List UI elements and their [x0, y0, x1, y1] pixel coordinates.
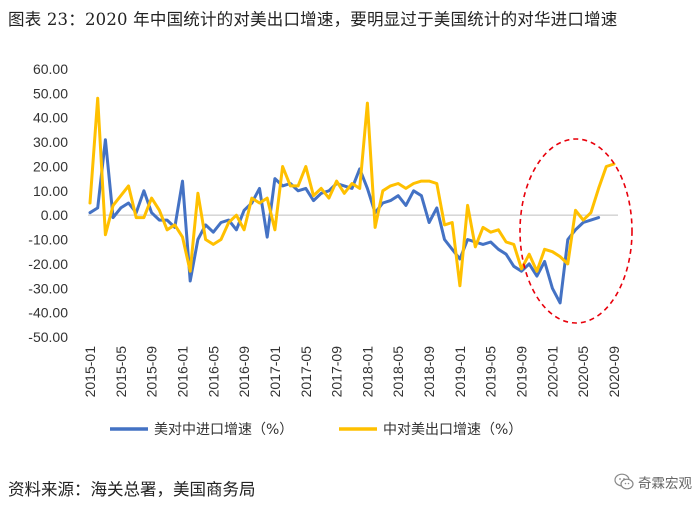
watermark-text: 奇霖宏观 — [638, 476, 692, 492]
x-tick-label: 2015-09 — [144, 346, 160, 398]
x-tick-label: 2018-05 — [390, 346, 406, 398]
page-title: 图表 23：2020 年中国统计的对美出口增速，要明显过于美国统计的对华进口增速 — [8, 10, 618, 29]
highlight-ellipse — [519, 138, 633, 324]
x-tick-label: 2016-05 — [205, 346, 221, 398]
y-tick-label: -20.00 — [28, 256, 68, 272]
legend-label-cn-exports: 中对美出口增速（%） — [383, 422, 522, 438]
x-tick-label: 2017-01 — [267, 346, 283, 398]
y-tick-label: -10.00 — [28, 232, 68, 248]
source-note: 资料来源：海关总署，美国商务局 — [8, 480, 256, 499]
x-tick-label: 2019-05 — [483, 346, 499, 398]
y-tick-label: -30.00 — [28, 280, 68, 296]
x-tick-label: 2020-01 — [544, 346, 560, 398]
y-tick-label: 20.00 — [33, 158, 68, 174]
y-axis: 60.00 50.00 40.00 30.00 20.00 10.00 0.00 -10.00… — [28, 61, 68, 345]
x-axis: 2015-01 2015-05 2015-09 2016-01 2016-05 2016-… — [82, 346, 622, 398]
y-tick-label: 40.00 — [33, 110, 68, 126]
x-tick-label: 2019-01 — [452, 346, 468, 398]
x-tick-label: 2020-09 — [606, 346, 622, 398]
legend: 美对中进口增速（%） 中对美出口增速（%） — [110, 422, 522, 438]
x-tick-label: 2016-09 — [236, 346, 252, 398]
watermark: 奇霖宏观 — [614, 472, 692, 492]
x-tick-label: 2015-01 — [82, 346, 98, 398]
series-line-us-imports — [88, 138, 601, 305]
y-tick-label: 30.00 — [33, 134, 68, 150]
series-layer — [88, 96, 616, 305]
x-tick-label: 2018-01 — [359, 346, 375, 398]
x-tick-label: 2018-09 — [421, 346, 437, 398]
series-line-cn-exports — [88, 96, 616, 288]
x-tick-label: 2017-05 — [298, 346, 314, 398]
x-tick-label: 2020-05 — [575, 346, 591, 398]
x-tick-label: 2015-05 — [113, 346, 129, 398]
y-tick-label: -40.00 — [28, 305, 68, 321]
y-tick-label: 10.00 — [33, 183, 68, 199]
x-tick-label: 2019-09 — [514, 346, 530, 398]
legend-label-us-imports: 美对中进口增速（%） — [154, 422, 293, 438]
y-tick-label: 0.00 — [41, 207, 68, 223]
x-tick-label: 2016-01 — [174, 346, 190, 398]
y-tick-label: 60.00 — [33, 61, 68, 77]
y-tick-label: -50.00 — [28, 329, 68, 345]
x-tick-label: 2017-09 — [329, 346, 345, 398]
line-chart: 60.00 50.00 40.00 30.00 20.00 10.00 0.00 -10.00… — [28, 61, 633, 438]
wechat-icon — [614, 473, 634, 490]
y-tick-label: 50.00 — [33, 85, 68, 101]
